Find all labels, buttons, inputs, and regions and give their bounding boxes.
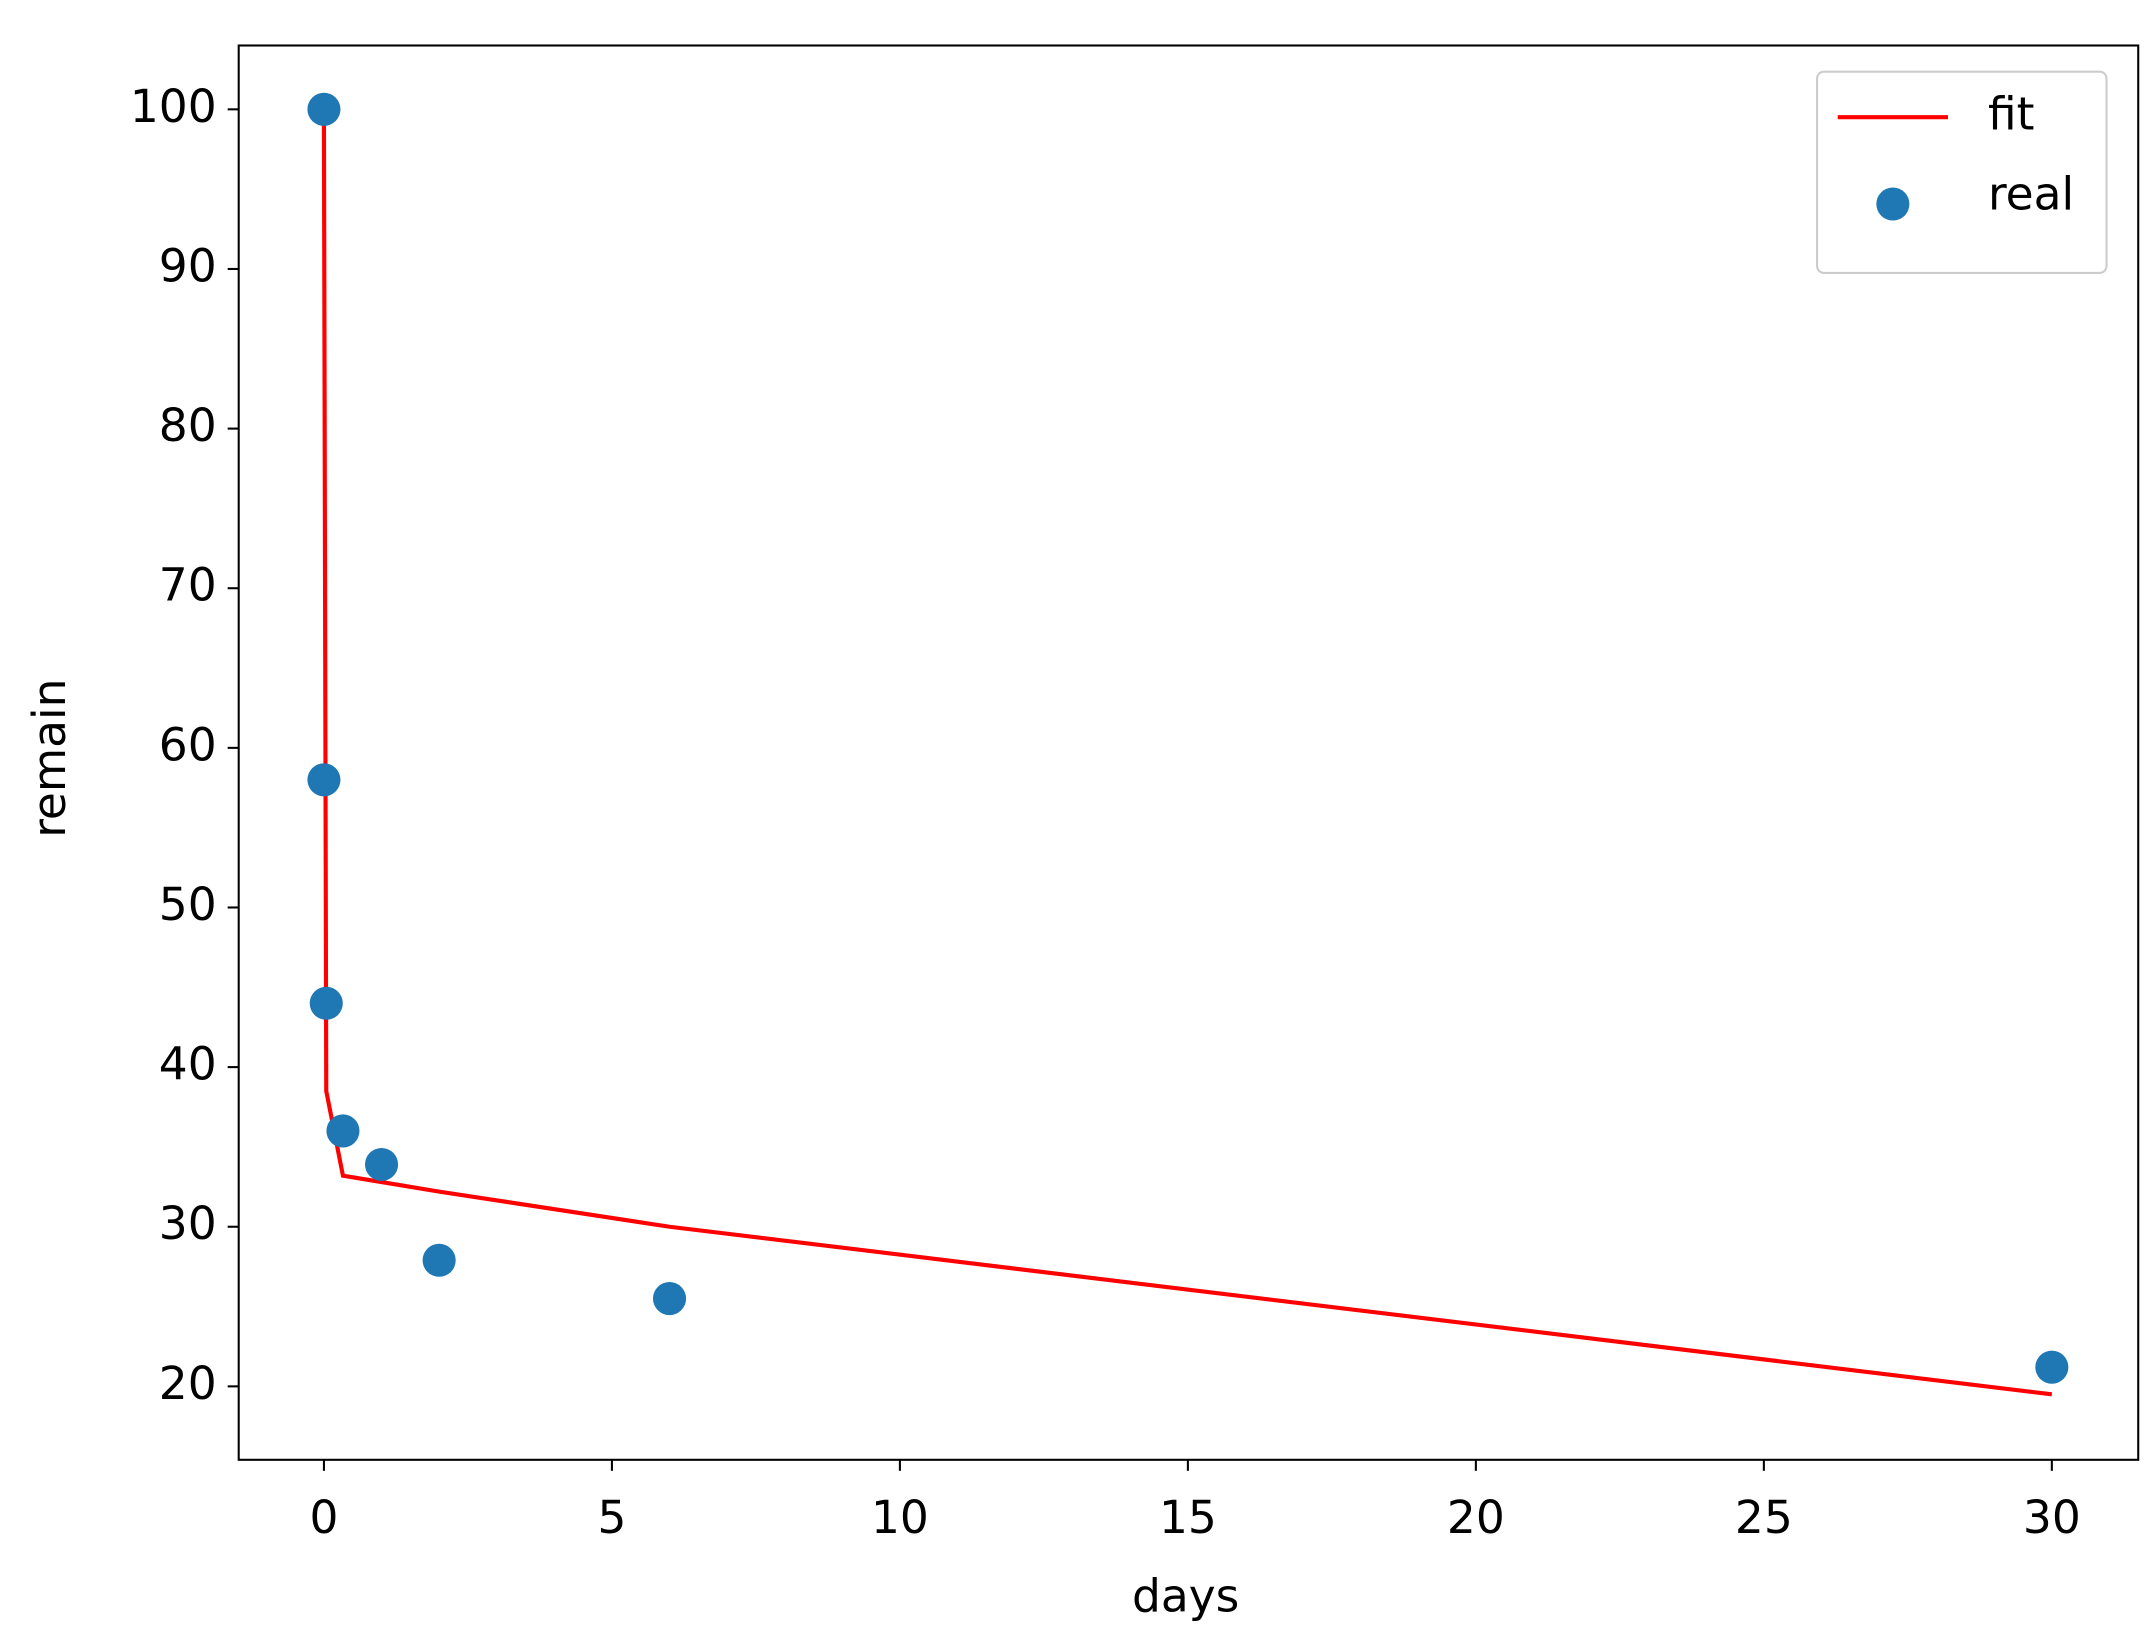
y-tick-label: 100	[130, 80, 217, 133]
x-tick-label: 25	[1735, 1491, 1793, 1544]
y-tick-label: 90	[159, 239, 217, 292]
scatter-point	[2035, 1350, 2069, 1384]
y-tick-label: 20	[159, 1357, 217, 1410]
plot-frame	[237, 44, 2140, 1461]
x-tick-label: 20	[1447, 1491, 1505, 1544]
scatter-point	[307, 92, 341, 126]
scatter-point	[422, 1243, 456, 1277]
y-tick-label: 40	[159, 1038, 217, 1091]
x-tick-label: 0	[309, 1491, 338, 1544]
scatter-point	[326, 1114, 360, 1148]
x-tick-label: 10	[871, 1491, 929, 1544]
y-tick-label: 30	[159, 1197, 217, 1250]
fit-line	[321, 125, 2053, 1397]
y-axis-label: remain	[23, 679, 76, 838]
x-tick-label: 30	[2023, 1491, 2081, 1544]
x-tick-label: 15	[1159, 1491, 1217, 1544]
legend-marker	[1876, 187, 1910, 221]
legend-label: fit	[1988, 88, 2034, 141]
y-tick-label: 60	[159, 718, 217, 771]
legend-box	[1816, 70, 2108, 274]
scatter-point	[652, 1282, 687, 1316]
x-axis-label: days	[1132, 1570, 1239, 1623]
y-tick-label: 70	[159, 559, 217, 612]
scatter-point	[309, 986, 343, 1020]
y-tick-label: 50	[159, 878, 217, 931]
x-tick-label: 5	[597, 1491, 626, 1544]
scatter-point	[364, 1147, 399, 1182]
y-tick-label: 80	[159, 399, 217, 452]
scatter-point	[307, 763, 341, 797]
legend-label: real	[1988, 168, 2074, 221]
